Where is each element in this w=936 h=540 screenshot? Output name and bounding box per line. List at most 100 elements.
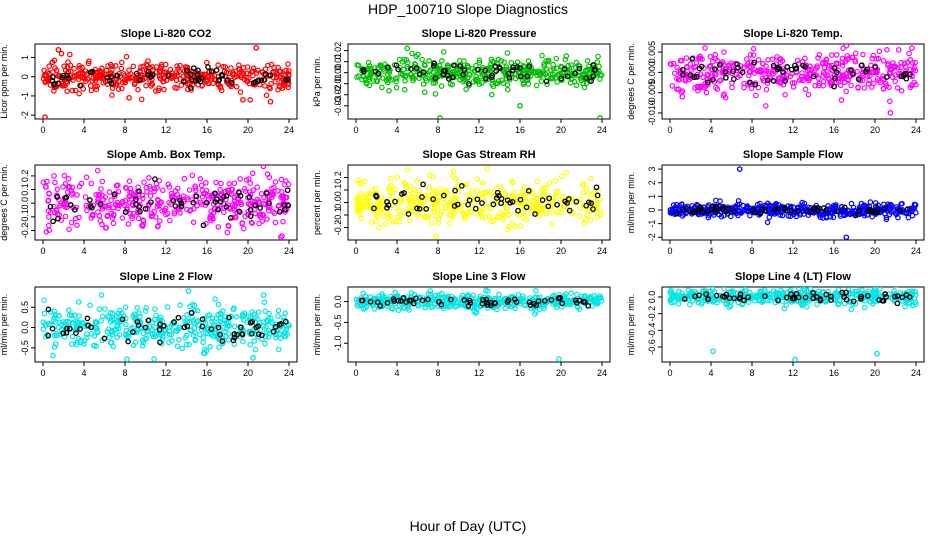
y-tick-label: 0.0 [333, 295, 343, 308]
black-point [770, 62, 777, 69]
data-point [363, 79, 370, 86]
black-point [899, 294, 906, 301]
data-point [119, 85, 125, 92]
black-point [413, 65, 420, 72]
data-point [764, 297, 771, 303]
y-tick-label: 1 [20, 55, 30, 60]
data-point [54, 332, 60, 339]
black-point [479, 301, 486, 307]
x-tick-label: 4 [708, 368, 713, 378]
data-point [464, 181, 471, 188]
y-tick-label: -0.5 [20, 340, 30, 356]
data-point [820, 69, 827, 76]
data-point [763, 63, 769, 70]
data-point [275, 188, 281, 194]
black-point [223, 204, 230, 210]
y-tick-label: 0.0 [333, 196, 343, 209]
data-point [119, 310, 125, 317]
black-point [750, 207, 756, 214]
black-point [252, 79, 259, 85]
outlier-point [710, 348, 716, 355]
data-point [111, 212, 117, 218]
x-tick-label: 8 [435, 246, 440, 256]
data-point [773, 291, 779, 298]
black-point [731, 209, 738, 215]
black-point [217, 198, 224, 205]
x-tick-label: 20 [243, 246, 253, 256]
black-point [419, 194, 425, 200]
data-point [283, 67, 289, 74]
data-point [204, 59, 210, 66]
black-point [526, 63, 533, 70]
data-point [65, 59, 71, 65]
data-point [378, 63, 384, 70]
data-point [892, 210, 899, 216]
data-point [92, 320, 99, 326]
black-point [498, 200, 504, 207]
data-point [71, 65, 77, 72]
data-point [189, 301, 196, 308]
data-point [271, 184, 277, 191]
data-point [110, 343, 117, 350]
black-point [263, 190, 270, 197]
data-point [548, 209, 555, 216]
black-point [776, 65, 783, 72]
black-point [775, 297, 781, 304]
panel-points [667, 44, 919, 116]
black-point [722, 68, 729, 75]
x-tick-label: 20 [870, 246, 880, 256]
data-point [803, 75, 810, 81]
data-point [51, 88, 57, 94]
data-point [360, 73, 367, 80]
data-point [141, 179, 147, 186]
black-point [446, 76, 452, 82]
data-point [272, 179, 279, 185]
data-point [892, 72, 899, 78]
data-point [50, 352, 56, 359]
data-point [539, 189, 545, 195]
data-point [142, 336, 148, 342]
y-axis-label: degrees C per min. [626, 43, 636, 120]
black-point [213, 67, 220, 74]
data-point [764, 219, 771, 226]
data-point [721, 49, 727, 56]
data-point [67, 51, 73, 58]
black-point [238, 324, 244, 331]
black-point [108, 80, 115, 87]
data-point [510, 193, 517, 199]
data-point [195, 70, 202, 77]
data-point [712, 197, 719, 204]
data-point [136, 74, 142, 81]
data-point [368, 65, 374, 72]
black-point [681, 296, 688, 302]
data-point [674, 75, 680, 82]
data-point [500, 80, 507, 87]
data-point [392, 186, 399, 193]
black-point [496, 192, 502, 199]
black-point [156, 326, 163, 333]
data-point [153, 69, 160, 75]
x-tick-label: 20 [243, 368, 253, 378]
panel-title: Slope Gas Stream RH [422, 149, 535, 161]
black-point [247, 213, 254, 219]
data-point [804, 303, 810, 310]
data-point [840, 45, 846, 52]
black-point [152, 176, 158, 182]
data-point [827, 214, 834, 220]
panel-title: Slope Line 2 Flow [120, 271, 213, 283]
panel-title: Slope Line 4 (LT) Flow [735, 271, 851, 283]
data-point [275, 313, 281, 319]
data-point [854, 68, 860, 75]
data-point [66, 320, 73, 326]
data-point [855, 84, 861, 91]
outlier-point [517, 102, 523, 109]
data-point [747, 212, 753, 219]
data-point [595, 53, 601, 60]
data-point [376, 304, 382, 310]
data-point [819, 289, 826, 296]
chart-panel: Slope Line 3 Flow 0 4 8 12 16 20 24 -1.0 -0.5 0.0 m… [312, 271, 611, 378]
data-point [168, 323, 174, 329]
black-point [566, 207, 573, 214]
data-point [42, 72, 49, 79]
